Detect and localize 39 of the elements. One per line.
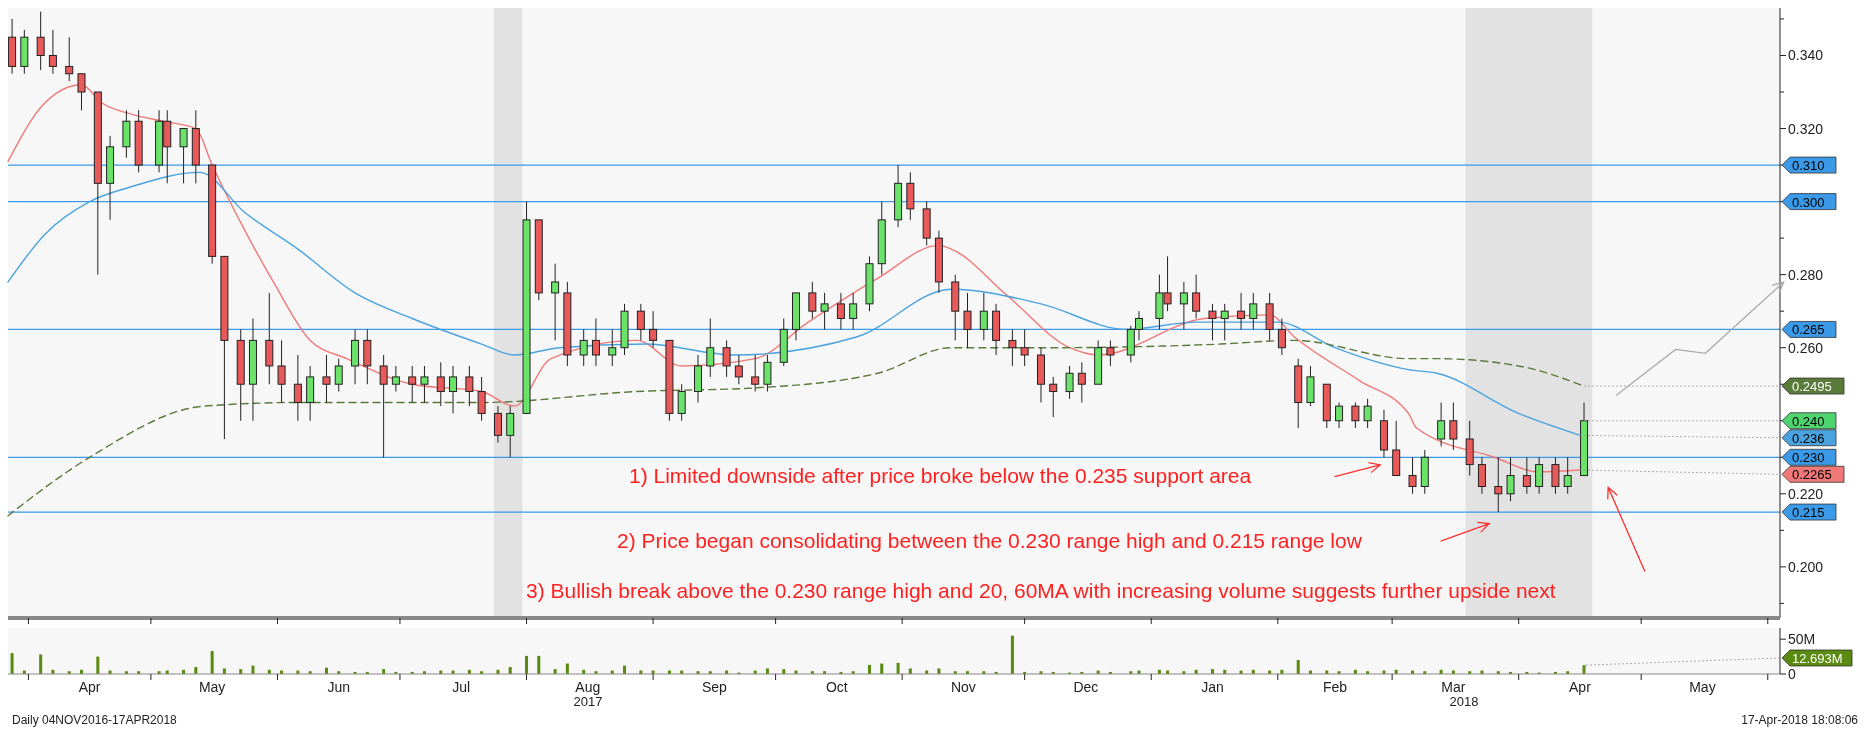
y-tick-label: 0.260 xyxy=(1788,339,1824,356)
x-tick-label: Dec xyxy=(1073,679,1099,695)
x-tick-label: May xyxy=(1689,679,1716,695)
y-tick-label: 50M xyxy=(1788,631,1816,648)
y-tick-label: 0.320 xyxy=(1788,120,1824,137)
text: 2017 xyxy=(573,694,603,709)
annotation: 0.2265 xyxy=(1792,467,1832,483)
ref-line-label: 0.265 xyxy=(1792,322,1825,338)
x-tick-label: Nov xyxy=(950,679,976,695)
ref-line-label: 0.215 xyxy=(1792,505,1825,521)
annotation: 2) Price began consolidating between the 0.230 range high and 0.215 range low xyxy=(617,529,1363,552)
annotation: 0.2495 xyxy=(1792,379,1832,395)
x-tick-label: Apr xyxy=(78,679,101,695)
text: Daily 04NOV2016-17APR2018 xyxy=(12,713,178,727)
y-tick-label: 0 xyxy=(1788,666,1796,682)
annotation: 0.236 xyxy=(1792,430,1825,446)
x-tick-label: Mar xyxy=(1441,679,1466,695)
x-tick-label: Aug xyxy=(575,679,601,695)
x-tick-label: Jun xyxy=(327,679,351,695)
annotation: 0.240 xyxy=(1792,413,1825,429)
text: 17-Apr-2018 18:08:06 xyxy=(1741,713,1859,727)
data-label: 12.693M xyxy=(1792,651,1843,666)
annotation: 3) Bullish break above the 0.230 range high and 20, 60MA with increasing volume suggests further upside next xyxy=(526,579,1556,602)
x-tick-label: May xyxy=(198,679,226,695)
y-tick-label: 0.280 xyxy=(1788,266,1824,283)
x-tick-label: Feb xyxy=(1322,679,1348,695)
x-tick-label: Oct xyxy=(825,679,848,695)
ref-line-label: 0.300 xyxy=(1792,194,1825,210)
ref-line-label: 0.310 xyxy=(1792,158,1825,174)
text: 2018 xyxy=(1449,694,1479,709)
y-tick-label: 0.200 xyxy=(1788,558,1824,575)
y-tick-label: 0.220 xyxy=(1788,485,1824,502)
x-tick-label: Jul xyxy=(452,679,471,695)
x-tick-label: Apr xyxy=(1569,679,1592,695)
x-tick-label: Sep xyxy=(701,679,728,695)
x-tick-label: Jan xyxy=(1201,679,1224,695)
y-tick-label: 0.340 xyxy=(1788,47,1824,64)
annotation: 1) Limited downside after price broke below the 0.235 support area xyxy=(629,464,1252,487)
ref-line-label: 0.230 xyxy=(1792,450,1825,466)
